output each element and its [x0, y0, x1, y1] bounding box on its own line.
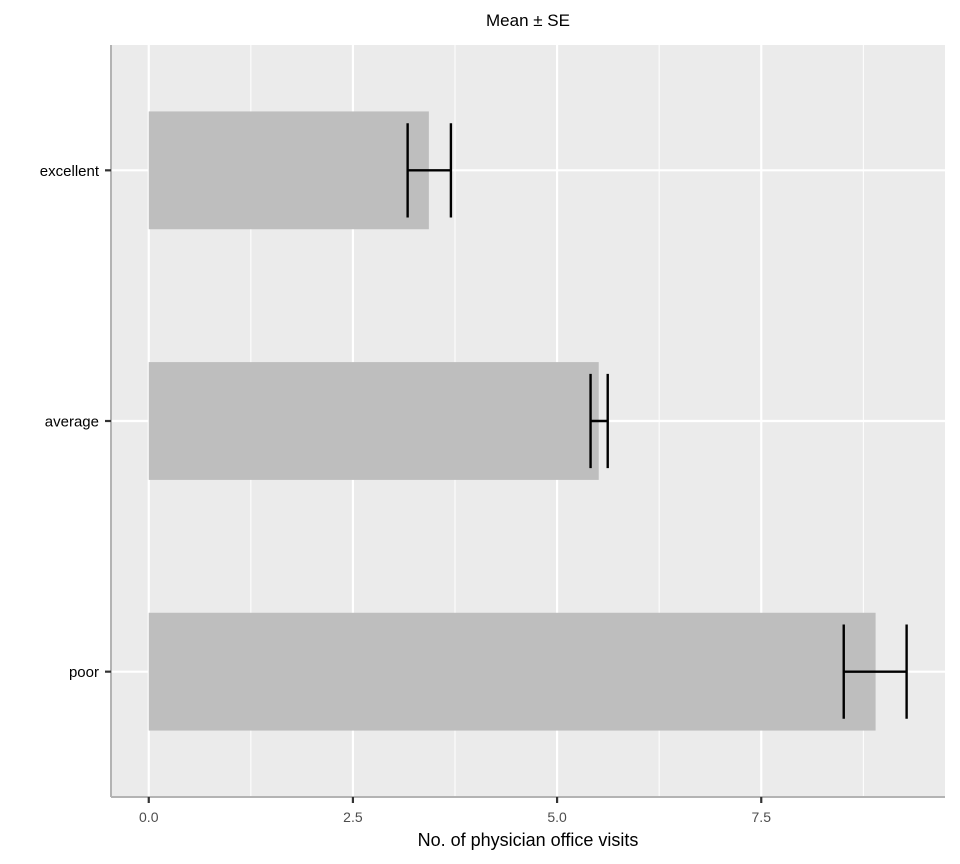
bar-poor: [148, 612, 876, 731]
x-tick-label: 0.0: [139, 809, 159, 825]
bar-average: [148, 362, 599, 480]
x-axis-label: No. of physician office visits: [418, 830, 639, 850]
y-tick-label-average: average: [45, 414, 99, 431]
y-tick-label-excellent: excellent: [40, 163, 100, 180]
chart-title: Mean ± SE: [486, 11, 570, 30]
error-bars: [406, 123, 908, 719]
bar-excellent: [148, 111, 429, 230]
error-bar-average: [589, 373, 609, 469]
y-axis-ticks: excellent average poor: [40, 163, 111, 681]
error-bar-poor: [842, 624, 908, 719]
x-tick-label: 5.0: [547, 809, 567, 825]
y-tick-label-poor: poor: [69, 664, 99, 681]
x-tick-label: 2.5: [343, 809, 363, 825]
bars: [148, 111, 876, 731]
error-bar-excellent: [406, 123, 453, 218]
x-axis-ticks: 0.0 2.5 5.0 7.5: [139, 797, 771, 825]
x-tick-label: 7.5: [752, 809, 772, 825]
